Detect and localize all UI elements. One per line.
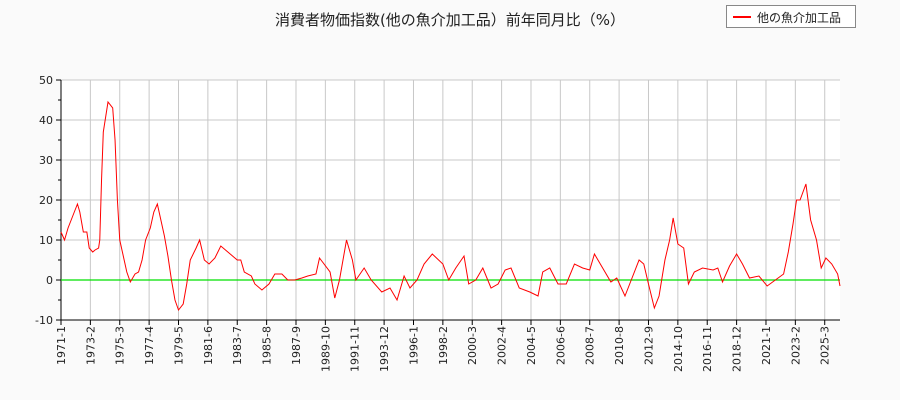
x-tick-label: 2008-7	[584, 326, 597, 365]
x-tick-label: 1973-2	[84, 326, 97, 365]
y-tick-label: 10	[39, 234, 53, 247]
x-tick-label: 2018-12	[731, 326, 744, 372]
x-tick-label: 2025-3	[819, 326, 832, 365]
x-tick-label: 2021-1	[760, 326, 773, 365]
legend-swatch	[733, 16, 751, 18]
x-tick-label: 1979-5	[172, 326, 185, 365]
series-line	[60, 100, 841, 312]
x-tick-label: 2012-9	[642, 326, 655, 365]
y-tick-label: 40	[39, 114, 53, 127]
y-tick-label: 50	[39, 74, 53, 87]
x-tick-label: 1998-2	[437, 326, 450, 365]
x-tick-label: 1989-10	[319, 326, 332, 372]
y-tick-label: 30	[39, 154, 53, 167]
x-tick-label: 1975-3	[114, 326, 127, 365]
x-tick-label: 2016-11	[701, 326, 714, 372]
chart-title: 消費者物価指数(他の魚介加工品）前年同月比（%）	[274, 11, 626, 29]
y-tick-label: 20	[39, 194, 53, 207]
x-tick-label: 1983-7	[231, 326, 244, 365]
x-tick-label: 1985-8	[261, 326, 274, 365]
x-tick-label: 1987-9	[290, 326, 303, 365]
x-tick-label: 1971-1	[55, 326, 68, 365]
y-tick-label: 0	[46, 274, 53, 287]
x-tick-label: 1977-4	[143, 326, 156, 365]
legend: 他の魚介加工品	[726, 5, 856, 28]
x-tick-label: 2000-3	[466, 326, 479, 365]
x-tick-label: 1996-1	[407, 326, 420, 365]
x-tick-label: 1981-6	[202, 326, 215, 365]
x-tick-label: 2004-5	[525, 326, 538, 365]
x-tick-label: 2006-6	[554, 326, 567, 365]
x-tick-label: 2014-10	[672, 326, 685, 372]
x-tick-label: 2023-2	[789, 326, 802, 365]
y-tick-label: -10	[35, 314, 53, 327]
x-tick-label: 1993-12	[378, 326, 391, 372]
x-tick-label: 2010-8	[613, 326, 626, 365]
x-tick-label: 2002-4	[496, 326, 509, 365]
x-tick-label: 1991-11	[349, 326, 362, 372]
legend-label: 他の魚介加工品	[757, 11, 842, 25]
